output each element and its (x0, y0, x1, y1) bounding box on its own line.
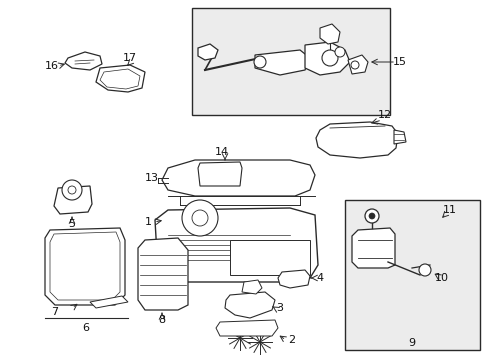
Text: 5: 5 (68, 219, 75, 229)
Circle shape (368, 213, 374, 219)
Polygon shape (198, 44, 218, 60)
Text: 8: 8 (158, 315, 165, 325)
Polygon shape (138, 238, 187, 310)
Text: 1: 1 (144, 217, 151, 227)
Circle shape (253, 56, 265, 68)
Text: 13: 13 (145, 173, 159, 183)
Circle shape (334, 47, 345, 57)
Polygon shape (242, 280, 262, 294)
Polygon shape (54, 186, 92, 214)
Circle shape (62, 180, 82, 200)
Bar (192, 8, 389, 115)
Text: 6: 6 (82, 323, 89, 333)
Text: 2: 2 (288, 335, 295, 345)
Circle shape (418, 264, 430, 276)
Polygon shape (347, 55, 367, 74)
Circle shape (68, 186, 76, 194)
Text: 4: 4 (316, 273, 323, 283)
Polygon shape (351, 228, 394, 268)
Bar (345, 200, 479, 350)
Circle shape (350, 61, 358, 69)
Polygon shape (319, 24, 339, 44)
Polygon shape (65, 52, 102, 70)
Text: 15: 15 (392, 57, 406, 67)
Polygon shape (216, 320, 278, 336)
Polygon shape (198, 162, 242, 186)
Polygon shape (96, 65, 145, 92)
Text: 11: 11 (442, 205, 456, 215)
Circle shape (321, 50, 337, 66)
Text: 17: 17 (122, 53, 137, 63)
Polygon shape (393, 130, 405, 144)
Bar (229, 240, 309, 275)
Polygon shape (90, 296, 128, 308)
Text: 14: 14 (215, 147, 228, 157)
Circle shape (364, 209, 378, 223)
Circle shape (182, 200, 218, 236)
Text: 10: 10 (434, 273, 448, 283)
Polygon shape (278, 270, 309, 288)
Text: 16: 16 (45, 61, 59, 71)
Polygon shape (162, 160, 314, 196)
Polygon shape (155, 208, 317, 282)
Polygon shape (224, 292, 274, 318)
Polygon shape (254, 50, 309, 75)
Text: 9: 9 (407, 338, 415, 348)
Text: 7: 7 (51, 307, 59, 317)
Text: 12: 12 (377, 110, 391, 120)
Polygon shape (305, 42, 349, 75)
Text: 3: 3 (276, 303, 283, 313)
Circle shape (192, 210, 207, 226)
Polygon shape (315, 122, 397, 158)
Polygon shape (45, 228, 125, 305)
